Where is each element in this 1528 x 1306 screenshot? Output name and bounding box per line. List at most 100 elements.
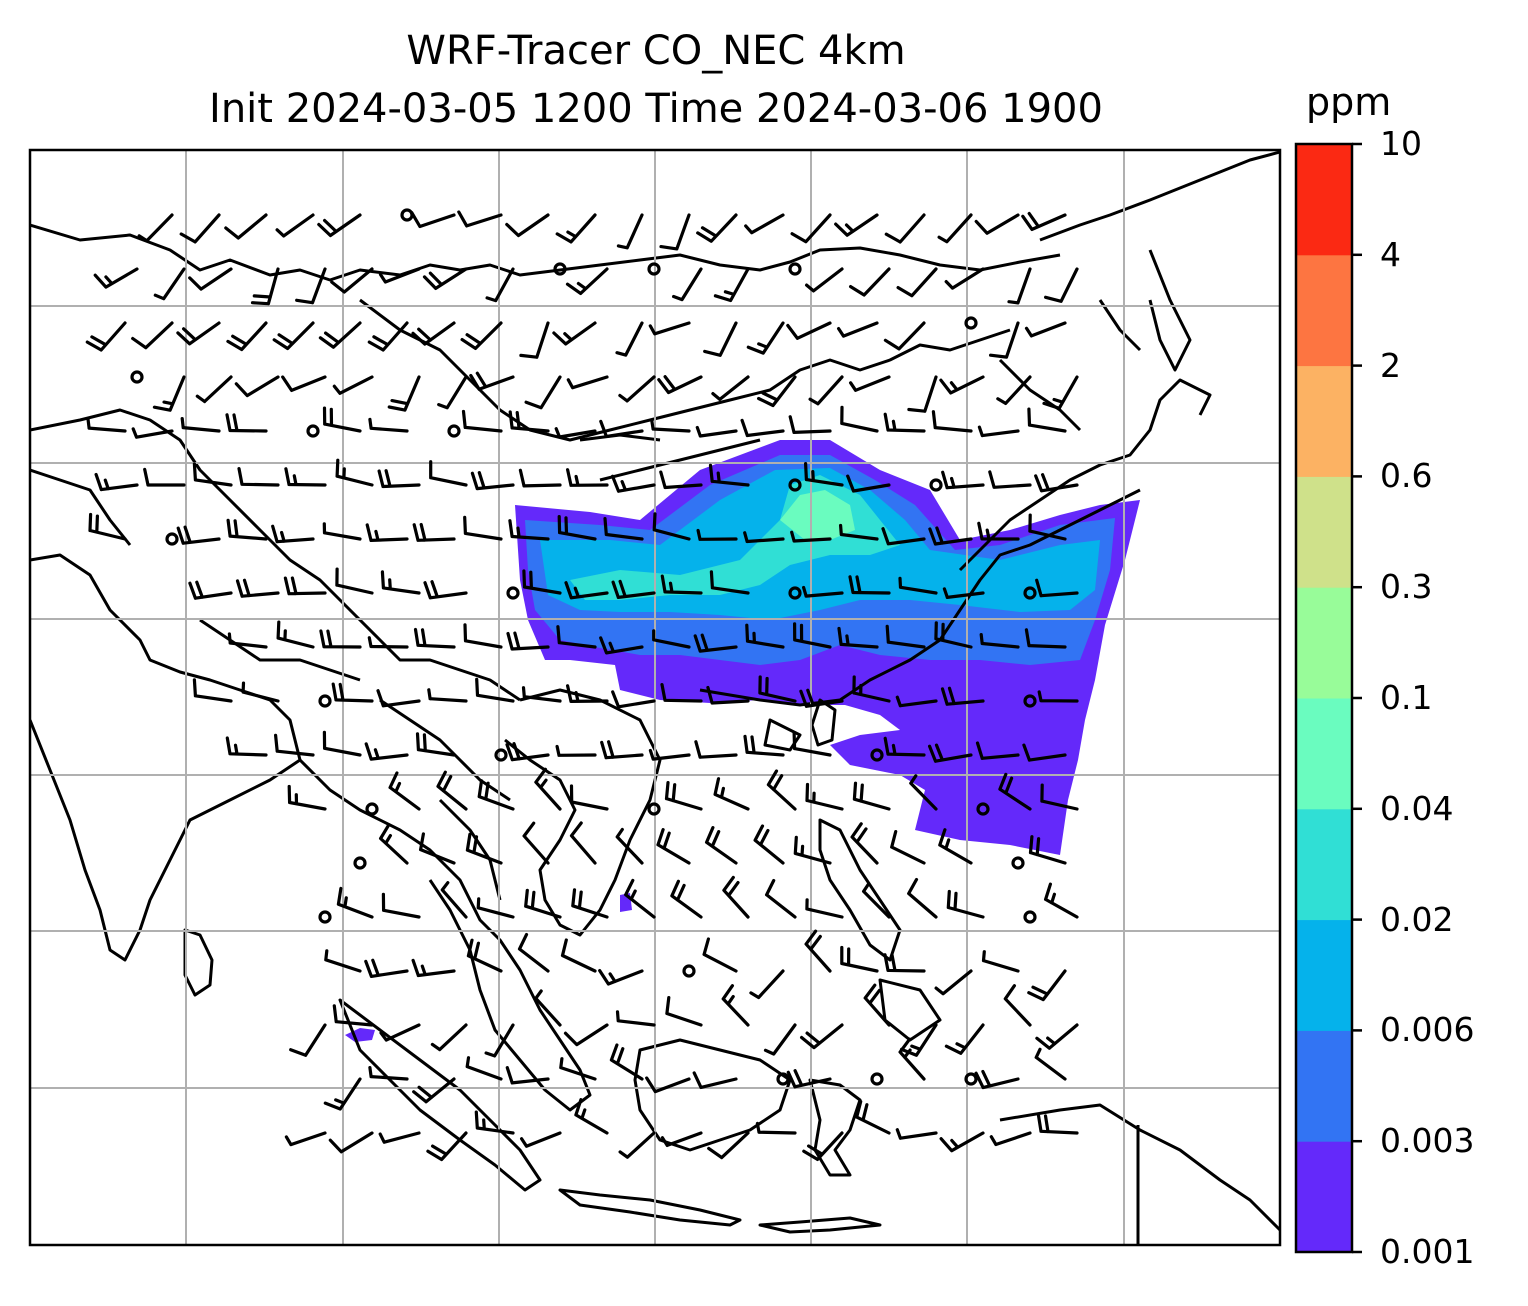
wind-barb [519,321,550,359]
calm-wind-circle [776,1072,790,1086]
calm-wind-circle [964,316,978,330]
wind-barb [520,1131,562,1148]
coastline-sri-lanka [183,928,214,997]
wind-barb [1022,743,1067,762]
wind-barb [849,267,891,297]
wind-barb [883,321,926,351]
wind-barb [192,462,233,487]
wind-barb [755,1121,797,1135]
wind-barb [942,587,985,599]
wind-barb [284,1131,327,1147]
wind-barb [440,881,468,919]
wind-barb [652,629,691,649]
wind-barb [524,375,562,410]
wind-barb [93,267,139,289]
wind-barb [367,636,409,649]
wind-barb [786,1069,832,1089]
wind-barb [426,1131,468,1162]
wind-barb [137,213,174,243]
wind-barb [618,1131,656,1159]
wind-barb [411,321,456,346]
wind-barb [225,736,268,757]
wind-barb [979,633,1020,649]
wind-barb [615,827,644,865]
wind-barb [802,585,844,598]
colorbar-segment [1296,808,1352,921]
wind-barb [974,1069,1020,1090]
calm-wind-circle [553,262,567,276]
wind-barb [328,1131,374,1154]
wind-barb [1028,513,1067,541]
wind-barb [883,736,926,757]
wind-barb [694,740,738,759]
wind-barb [179,213,221,244]
wind-barb [364,958,409,978]
calm-wind-circle [306,424,320,438]
wind-barb [839,523,879,541]
wind-barb [522,569,562,595]
wind-barb [505,213,550,238]
wind-barb [284,467,327,487]
colorbar-ticks [1352,142,1362,1254]
wind-barb [317,213,362,238]
wind-barb [272,321,315,351]
wind-barb [94,472,139,492]
wind-barb [566,375,609,390]
colorbar [1296,144,1352,1253]
calm-wind-circle [506,586,520,600]
wind-barb [974,213,1020,235]
wind-barb [463,623,503,649]
wind-barb [330,267,374,294]
wind-barb [713,267,750,303]
wind-barb [1036,1113,1079,1135]
wind-barb [505,1066,550,1085]
wind-barb [287,784,327,811]
wind-barb [981,950,1020,973]
wind-barb [744,213,785,235]
wind-barb [465,1056,503,1081]
wind-barb [323,1077,362,1111]
wind-barb [379,1023,421,1042]
wind-barb [1003,984,1032,1027]
wind-barb [566,684,609,703]
coastline-india [30,553,302,962]
wind-barb [176,525,221,545]
wind-barb [461,409,503,433]
wind-barb [660,574,703,595]
wind-barb [939,375,985,395]
calm-wind-circle [1011,856,1025,870]
wind-barb [378,267,421,284]
wind-barb [508,519,550,541]
wind-barb [506,631,550,651]
wind-barb [522,821,550,865]
calm-wind-circle [130,370,144,384]
wind-barb [852,781,891,811]
wind-barb [1024,321,1067,338]
wind-barb [419,832,456,865]
colorbar-tick-label: 0.04 [1380,788,1454,828]
border-china-west [30,408,521,702]
wind-barb [477,779,515,811]
wind-barb [907,877,938,919]
wind-barb [379,823,409,865]
wind-barb [692,1071,738,1089]
wind-barb [143,467,186,487]
colorbar-segment [1296,919,1352,1031]
wind-barb [840,945,879,973]
wind-barb [367,321,409,352]
wind-barb [380,570,421,595]
wind-barb [977,425,1020,438]
wind-barb [707,1131,750,1160]
calm-wind-circle [494,748,508,762]
wind-barb [884,213,926,244]
wind-barb [336,886,374,919]
wind-barb [225,413,268,433]
wind-barb [335,567,374,595]
wind-barb [365,523,409,542]
wind-barb [574,1098,609,1135]
map-area [30,150,1280,1245]
wind-barb [534,767,562,811]
wind-barb [850,822,879,865]
colorbar-tick-label: 10 [1380,124,1422,163]
coastlines [30,150,1280,1245]
